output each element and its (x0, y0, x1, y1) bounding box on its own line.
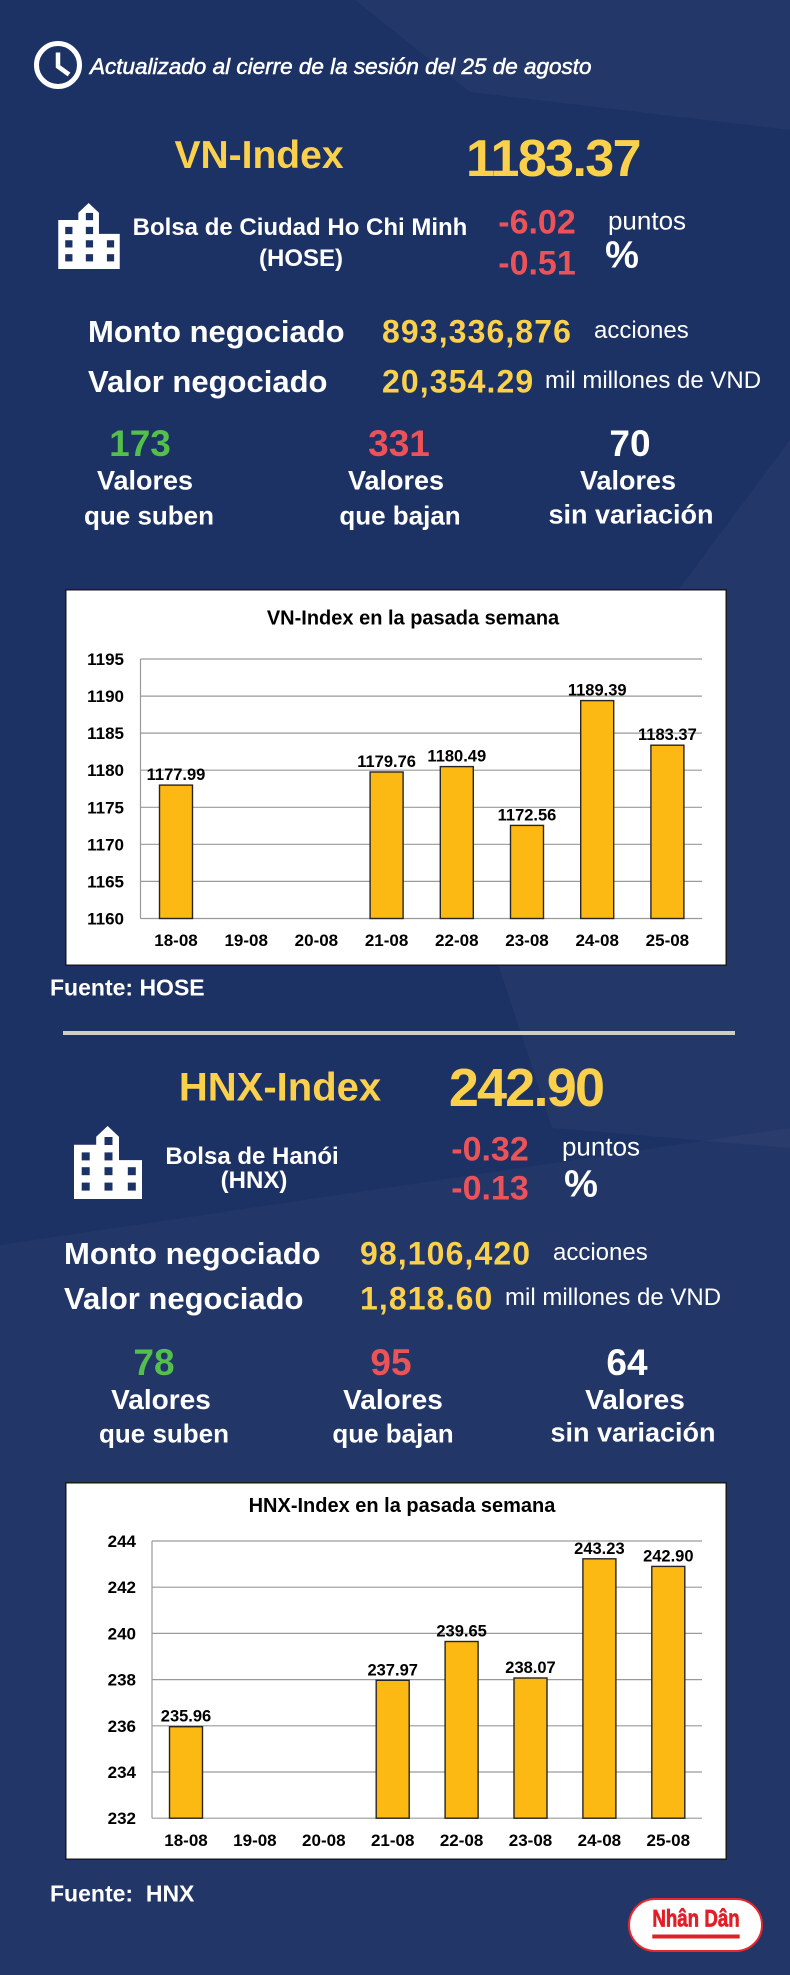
svg-text:1190: 1190 (87, 687, 124, 706)
svg-text:244: 244 (108, 1532, 137, 1551)
svg-text:1172.56: 1172.56 (498, 806, 557, 824)
svg-text:234: 234 (108, 1763, 137, 1782)
svg-text:24-08: 24-08 (575, 931, 618, 950)
svg-text:1180.49: 1180.49 (427, 748, 486, 766)
svg-text:HNX-Index en la pasada semana: HNX-Index en la pasada semana (249, 1495, 557, 1517)
svg-text:1183.37: 1183.37 (638, 726, 697, 744)
svg-text:18-08: 18-08 (164, 1831, 207, 1850)
svg-text:240: 240 (108, 1624, 136, 1643)
svg-text:243.23: 243.23 (574, 1540, 624, 1558)
svg-text:1195: 1195 (87, 650, 124, 669)
svg-text:238: 238 (108, 1671, 136, 1690)
svg-text:1175: 1175 (87, 798, 124, 817)
svg-text:24-08: 24-08 (578, 1831, 621, 1850)
svg-text:1180: 1180 (87, 761, 124, 780)
svg-text:25-08: 25-08 (646, 931, 689, 950)
svg-text:21-08: 21-08 (371, 1831, 414, 1850)
svg-text:19-08: 19-08 (224, 931, 267, 950)
svg-text:237.97: 237.97 (367, 1661, 417, 1679)
svg-text:1165: 1165 (87, 872, 124, 891)
svg-text:21-08: 21-08 (365, 931, 408, 950)
svg-text:1185: 1185 (87, 724, 124, 743)
svg-text:1177.99: 1177.99 (147, 766, 206, 784)
svg-text:238.07: 238.07 (505, 1659, 555, 1677)
svg-text:VN-Index en la pasada semana: VN-Index en la pasada semana (267, 608, 560, 630)
svg-text:1160: 1160 (87, 910, 124, 929)
svg-text:23-08: 23-08 (505, 931, 548, 950)
svg-text:22-08: 22-08 (435, 931, 478, 950)
svg-text:232: 232 (108, 1809, 136, 1828)
svg-text:22-08: 22-08 (440, 1831, 483, 1850)
svg-text:235.96: 235.96 (161, 1708, 211, 1726)
svg-text:242.90: 242.90 (643, 1547, 693, 1565)
svg-text:1170: 1170 (87, 835, 124, 854)
svg-text:23-08: 23-08 (509, 1831, 552, 1850)
svg-text:1179.76: 1179.76 (357, 753, 416, 771)
svg-text:242: 242 (108, 1578, 136, 1597)
svg-text:236: 236 (108, 1717, 136, 1736)
svg-text:20-08: 20-08 (302, 1831, 345, 1850)
svg-text:19-08: 19-08 (233, 1831, 276, 1850)
svg-text:20-08: 20-08 (295, 931, 338, 950)
svg-text:1189.39: 1189.39 (568, 682, 627, 700)
svg-text:239.65: 239.65 (436, 1623, 486, 1641)
svg-text:18-08: 18-08 (154, 931, 197, 950)
svg-text:25-08: 25-08 (647, 1831, 690, 1850)
